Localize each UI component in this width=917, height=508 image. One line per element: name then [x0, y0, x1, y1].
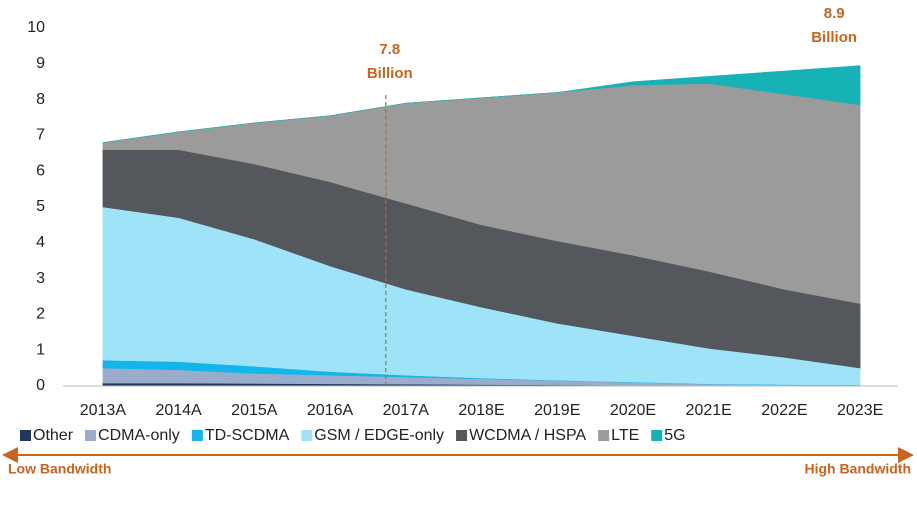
legend-swatch [85, 430, 97, 441]
y-tick-label: 8 [36, 91, 45, 108]
x-tick-label: 2018E [458, 402, 504, 419]
annotation-text: Billion [811, 29, 857, 46]
legend-swatch [20, 430, 31, 441]
annotation-value: 8.9 [824, 5, 845, 22]
x-tick-label: 2016A [307, 402, 354, 419]
legend-swatch [301, 430, 313, 441]
legend-label: GSM / EDGE-only [314, 427, 444, 444]
area [102, 65, 861, 143]
y-tick-label: 2 [36, 306, 45, 323]
annotation-text: Billion [367, 65, 413, 82]
legend-label: LTE [611, 427, 639, 444]
y-tick-label: 7 [36, 127, 45, 144]
legend-label: Other [33, 427, 74, 444]
x-tick-label: 2015A [231, 402, 278, 419]
y-tick-label: 6 [36, 162, 45, 179]
x-tick-label: 2014A [155, 402, 202, 419]
legend-swatch [456, 430, 468, 441]
annotation-value: 7.8 [379, 41, 400, 58]
y-tick-label: 10 [27, 19, 45, 36]
legend-swatch [651, 430, 663, 441]
legend-swatch [598, 430, 610, 441]
footer-right: High Bandwidth [804, 461, 911, 477]
legend-label: 5G [664, 427, 685, 444]
x-tick-label: 2019E [534, 402, 580, 419]
y-tick-label: 5 [36, 198, 45, 215]
x-tick-label: 2020E [610, 402, 656, 419]
y-tick-label: 4 [36, 234, 45, 251]
y-tick-label: 3 [36, 270, 45, 287]
legend-label: CDMA-only [98, 427, 180, 444]
y-tick-label: 9 [36, 55, 45, 72]
y-tick-label: 0 [36, 377, 45, 394]
x-tick-label: 2013A [80, 402, 127, 419]
footer-left: Low Bandwidth [8, 461, 111, 477]
legend-label: TD-SCDMA [205, 427, 290, 444]
y-tick-label: 1 [36, 341, 45, 358]
x-tick-label: 2017A [383, 402, 430, 419]
legend: Other CDMA-only TD-SCDMA GSM / EDGE-only WCD… [20, 427, 686, 444]
legend-label: WCDMA / HSPA [469, 427, 586, 444]
x-tick-label: 2022E [761, 402, 807, 419]
x-tick-label: 2021E [686, 402, 732, 419]
x-tick-label: 2023E [837, 402, 883, 419]
legend-swatch [191, 430, 203, 441]
